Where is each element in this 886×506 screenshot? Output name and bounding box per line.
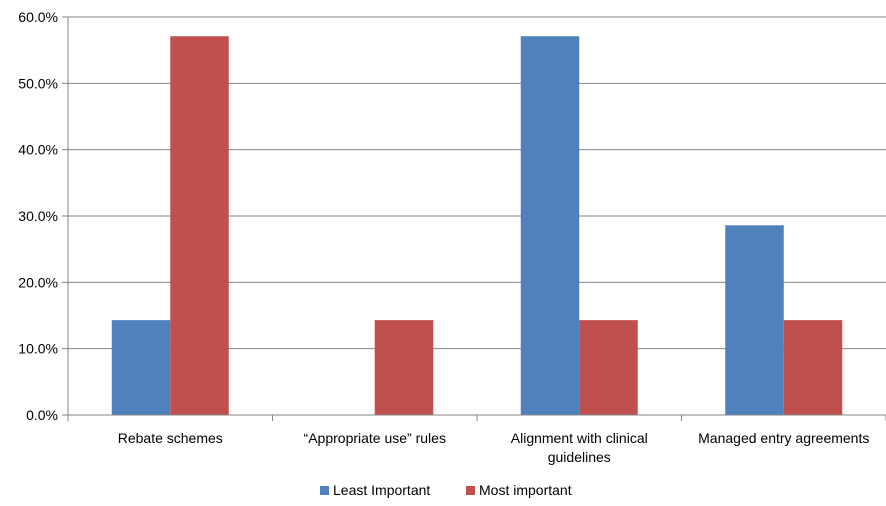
y-tick-label: 50.0% bbox=[18, 75, 58, 91]
x-category-label: Alignment with clinical bbox=[511, 430, 648, 446]
bars bbox=[111, 36, 843, 416]
legend-swatch bbox=[466, 486, 475, 495]
bar-most-important bbox=[783, 320, 843, 415]
bar-least-important bbox=[111, 320, 171, 415]
y-tick-label: 40.0% bbox=[18, 142, 58, 158]
y-axis-ticks: 0.0% 10.0% 20.0% 30.0% 40.0% 50.0% 60.0% bbox=[18, 9, 68, 423]
bar-least-important bbox=[520, 36, 580, 416]
x-category-label: “Appropriate use” rules bbox=[304, 430, 446, 446]
y-tick-label: 60.0% bbox=[18, 9, 58, 25]
legend-swatch bbox=[320, 486, 329, 495]
bar-most-important bbox=[374, 320, 434, 415]
y-tick-label: 0.0% bbox=[26, 407, 58, 423]
bar-most-important bbox=[170, 36, 229, 416]
y-tick-label: 20.0% bbox=[18, 274, 58, 290]
bar-most-important bbox=[579, 320, 638, 415]
x-category-label: Rebate schemes bbox=[118, 430, 223, 446]
legend-label: Least Important bbox=[333, 482, 430, 498]
x-category-label: Managed entry agreements bbox=[698, 430, 869, 446]
legend: Least Important Most important bbox=[320, 482, 572, 498]
x-axis-labels: Rebate schemes “Appropriate use” rules Ali… bbox=[118, 430, 870, 465]
y-tick-label: 10.0% bbox=[18, 341, 58, 357]
bar-least-important bbox=[725, 225, 784, 415]
legend-label: Most important bbox=[479, 482, 572, 498]
y-tick-label: 30.0% bbox=[18, 208, 58, 224]
x-category-label: guidelines bbox=[548, 449, 611, 465]
